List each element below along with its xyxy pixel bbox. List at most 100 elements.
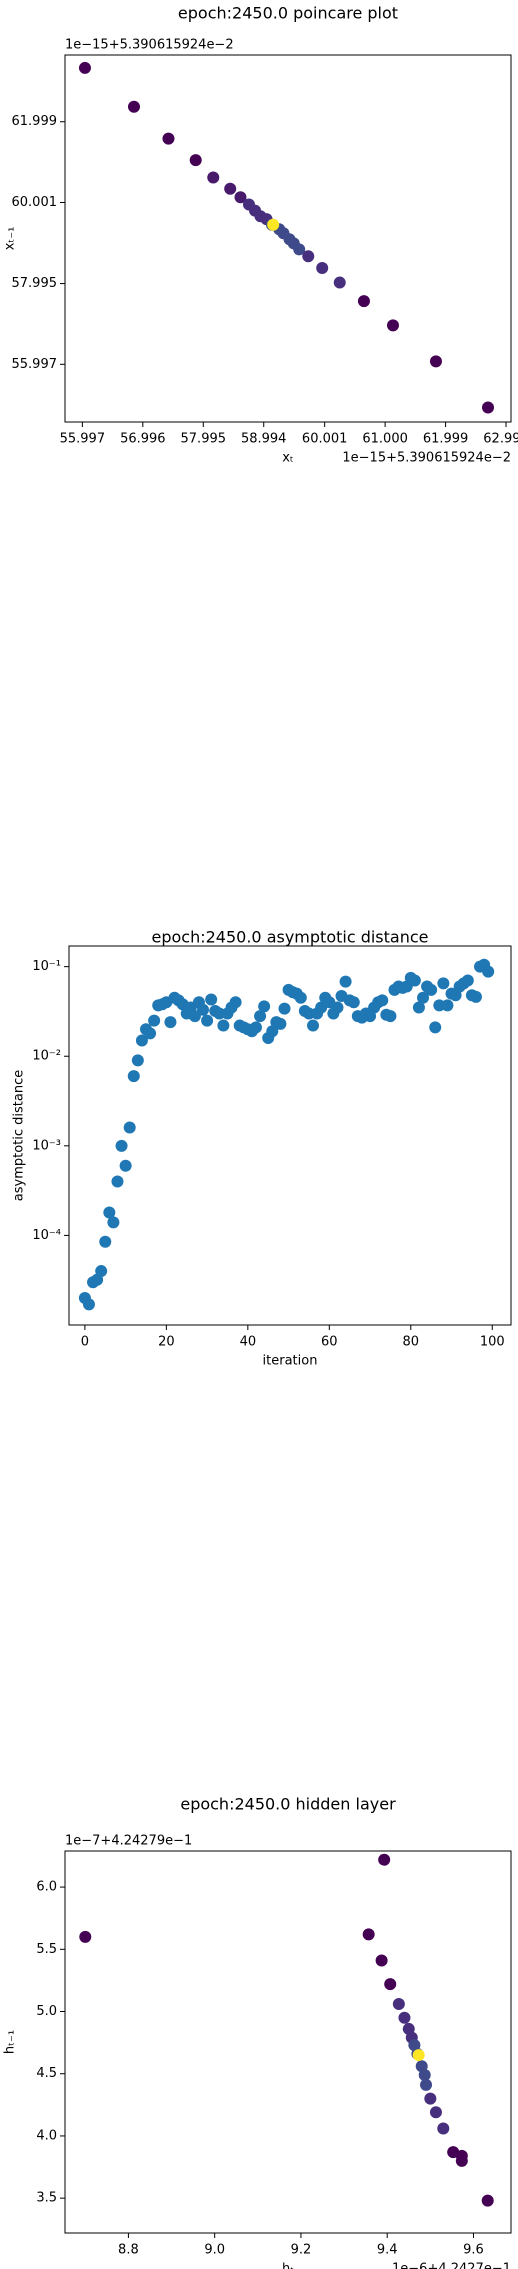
axes-frame bbox=[64, 1850, 512, 2234]
point bbox=[254, 1010, 267, 1023]
y-offset-label: 1e−7+4.24279e−1 bbox=[65, 1834, 192, 1849]
point bbox=[274, 1017, 287, 1030]
point bbox=[99, 1235, 112, 1248]
point bbox=[482, 965, 495, 978]
y-tick-label: 3.5 bbox=[36, 2191, 57, 2206]
x-tick-label: 61.999 bbox=[423, 432, 469, 447]
point bbox=[103, 1206, 116, 1219]
x-axis-label: iteration bbox=[263, 1354, 318, 1369]
y-tick-label: 4.0 bbox=[36, 2128, 57, 2143]
x-tick-label: 55.997 bbox=[60, 432, 106, 447]
x-offset-label: 1e−6+4.2427e−1 bbox=[392, 2262, 511, 2269]
x-tick-label: 9.6 bbox=[463, 2243, 484, 2258]
point bbox=[375, 1954, 388, 1967]
y-axis-label: xₜ₋₁ bbox=[3, 227, 18, 251]
point bbox=[293, 243, 306, 256]
point bbox=[148, 1014, 161, 1027]
x-tick-label: 61.000 bbox=[362, 432, 408, 447]
point bbox=[201, 1014, 214, 1027]
y-tick-label: 55.997 bbox=[12, 357, 58, 372]
point bbox=[408, 974, 421, 987]
point bbox=[376, 994, 389, 1007]
point bbox=[131, 1054, 144, 1067]
x-tick-label: 57.995 bbox=[181, 432, 227, 447]
point bbox=[378, 1853, 391, 1866]
point bbox=[384, 1010, 397, 1023]
y-offset-label: 1e−15+5.390615924e−2 bbox=[65, 38, 234, 53]
point bbox=[111, 1175, 124, 1188]
x-offset-label: 1e−15+5.390615924e−2 bbox=[342, 451, 511, 466]
point bbox=[119, 1159, 132, 1172]
x-tick-label: 8.8 bbox=[118, 2243, 139, 2258]
point bbox=[302, 250, 315, 263]
point bbox=[417, 991, 430, 1004]
point bbox=[418, 2068, 431, 2081]
point bbox=[482, 401, 495, 414]
chart-title: epoch:2450.0 poincare plot bbox=[178, 4, 398, 23]
point bbox=[207, 171, 220, 184]
point bbox=[217, 1019, 230, 1032]
point bbox=[115, 1139, 128, 1152]
x-tick-label: 62.998 bbox=[483, 432, 518, 447]
point bbox=[307, 1019, 320, 1032]
x-tick-label: 9.4 bbox=[377, 2243, 398, 2258]
point bbox=[412, 2049, 425, 2062]
y-tick-label: 4.5 bbox=[36, 2066, 57, 2081]
point bbox=[412, 1001, 425, 1014]
point bbox=[398, 2011, 411, 2024]
x-tick-label: 20 bbox=[158, 1335, 175, 1350]
y-axis-label: asymptotic distance bbox=[12, 1070, 27, 1201]
point bbox=[188, 1010, 201, 1023]
point bbox=[481, 2194, 494, 2207]
point bbox=[205, 993, 218, 1006]
point bbox=[107, 1216, 120, 1229]
point bbox=[429, 2106, 442, 2119]
y-tick-label: 10⁻³ bbox=[32, 1138, 61, 1153]
point bbox=[429, 1021, 442, 1034]
point bbox=[331, 1001, 344, 1014]
point bbox=[189, 154, 202, 167]
x-tick-label: 9.2 bbox=[291, 2243, 312, 2258]
x-axis-label: hₜ bbox=[282, 2262, 294, 2269]
point bbox=[135, 1034, 148, 1047]
y-tick-label: 61.999 bbox=[12, 114, 58, 129]
point bbox=[78, 61, 91, 74]
point bbox=[362, 1928, 375, 1941]
point bbox=[79, 1930, 92, 1943]
point bbox=[234, 191, 247, 204]
y-tick-label: 57.995 bbox=[12, 276, 58, 291]
point bbox=[224, 182, 237, 195]
point bbox=[278, 1002, 291, 1015]
axes-frame bbox=[64, 54, 512, 423]
y-tick-label: 5.0 bbox=[36, 2004, 57, 2019]
x-tick-label: 60.001 bbox=[302, 432, 348, 447]
point bbox=[333, 276, 346, 289]
x-tick-label: 58.994 bbox=[241, 432, 287, 447]
x-axis-label: xₜ bbox=[282, 451, 294, 466]
point bbox=[425, 983, 438, 996]
y-tick-label: 60.001 bbox=[12, 195, 58, 210]
point bbox=[386, 319, 399, 332]
point bbox=[339, 975, 352, 988]
point bbox=[437, 2122, 450, 2135]
point bbox=[95, 1265, 108, 1278]
x-tick-label: 56.996 bbox=[120, 432, 166, 447]
point bbox=[357, 295, 370, 308]
point bbox=[258, 1000, 271, 1013]
point bbox=[424, 2092, 437, 2105]
point bbox=[461, 974, 474, 987]
point bbox=[249, 1021, 262, 1034]
point bbox=[267, 218, 280, 231]
point bbox=[197, 1003, 210, 1016]
x-tick-label: 80 bbox=[403, 1335, 420, 1350]
point bbox=[127, 100, 140, 113]
point bbox=[144, 1027, 157, 1040]
point bbox=[164, 1016, 177, 1029]
point bbox=[469, 990, 482, 1003]
point bbox=[455, 2154, 468, 2167]
y-tick-label: 10⁻⁴ bbox=[32, 1228, 61, 1243]
y-tick-label: 10⁻² bbox=[32, 1049, 61, 1064]
point bbox=[420, 2078, 433, 2091]
x-tick-label: 60 bbox=[321, 1335, 338, 1350]
